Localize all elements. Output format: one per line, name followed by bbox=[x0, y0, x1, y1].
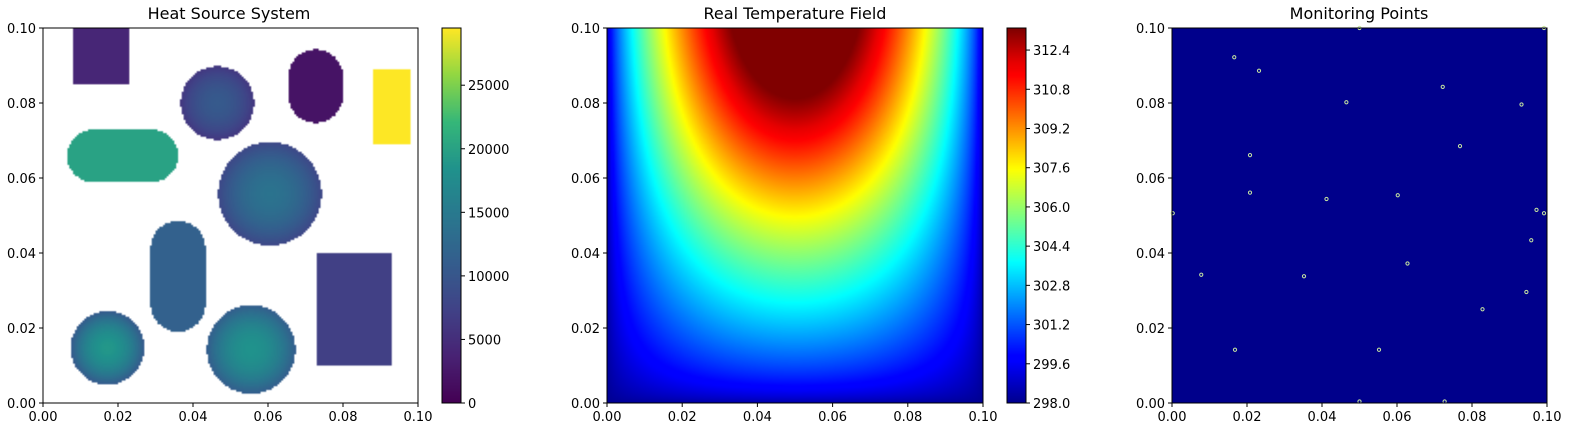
temperature-colorbar-frame bbox=[1006, 27, 1027, 404]
monitoring-point bbox=[1524, 289, 1529, 295]
x-tick-label: 0.08 bbox=[893, 410, 922, 425]
x-tick-label: 0.04 bbox=[743, 410, 772, 425]
y-tick-label: 0.04 bbox=[1136, 247, 1165, 262]
y-tick-label: 0.02 bbox=[7, 322, 36, 337]
monitoring-point bbox=[1529, 238, 1534, 243]
x-tick-label: 0.08 bbox=[329, 410, 358, 425]
heat-source-ticks: 0.00 0.02 0.04 0.06 0.08 0.10 0.00 0.02 0.04 0.06… bbox=[7, 22, 432, 425]
colorbar-tick-label: 310.8 bbox=[1033, 83, 1070, 98]
monitoring-point bbox=[1480, 307, 1485, 312]
monitoring-background bbox=[1172, 28, 1547, 403]
colorbar-tick-label: 301.2 bbox=[1033, 319, 1070, 334]
y-tick-label: 0.02 bbox=[1136, 322, 1165, 337]
colorbar-tick-label: 312.4 bbox=[1033, 44, 1070, 59]
x-tick-label: 0.04 bbox=[1308, 410, 1337, 425]
y-tick-label: 0.04 bbox=[571, 247, 600, 262]
monitoring-point bbox=[1519, 102, 1524, 107]
temperature-axes-frame bbox=[606, 27, 984, 404]
x-tick-label: 0.06 bbox=[1383, 410, 1412, 425]
monitoring-point bbox=[1405, 261, 1410, 266]
colorbar-tick-label: 304.4 bbox=[1033, 240, 1070, 255]
x-tick-label: 0.00 bbox=[1158, 410, 1187, 425]
temperature-colorbar bbox=[1007, 28, 1026, 403]
x-tick-label: 0.02 bbox=[104, 410, 133, 425]
colorbar-tick-label: 20000 bbox=[468, 143, 509, 158]
monitoring-axes-frame bbox=[1171, 27, 1548, 404]
heat-source-colorbar-frame bbox=[441, 27, 462, 404]
y-tick-label: 0.00 bbox=[571, 397, 600, 412]
heat-source-panel: Heat Source System 0.00 0.02 0.04 0.06 0.08 0… bbox=[7, 4, 509, 425]
monitoring-point bbox=[1324, 196, 1329, 202]
temperature-colorbar-ticks: 298.0 299.6 301.2 302.8 304.4 306.0 307.6 309.2… bbox=[1026, 44, 1070, 412]
monitoring-point bbox=[1534, 207, 1539, 212]
y-tick-label: 0.10 bbox=[7, 22, 36, 37]
x-tick-label: 0.00 bbox=[29, 410, 58, 425]
y-tick-label: 0.00 bbox=[1136, 397, 1165, 412]
monitoring-point bbox=[1232, 347, 1238, 352]
y-tick-label: 0.02 bbox=[571, 322, 600, 337]
y-tick-label: 0.06 bbox=[571, 172, 600, 187]
monitoring-panel: Monitoring Points 0.00 0.02 0.04 0.06 0.08 0.… bbox=[1136, 4, 1561, 425]
colorbar-tick-label: 306.0 bbox=[1033, 201, 1070, 216]
y-tick-label: 0.06 bbox=[1136, 172, 1165, 187]
colorbar-tick-label: 299.6 bbox=[1033, 358, 1070, 373]
monitoring-point bbox=[1376, 347, 1382, 352]
heat-source-title: Heat Source System bbox=[148, 4, 311, 23]
monitoring-point bbox=[1247, 190, 1253, 195]
monitoring-point bbox=[1541, 211, 1547, 216]
x-tick-label: 0.10 bbox=[404, 410, 433, 425]
heat-source-colorbar bbox=[442, 28, 461, 403]
x-tick-label: 0.02 bbox=[668, 410, 697, 425]
monitoring-point bbox=[1395, 193, 1400, 198]
monitoring-point bbox=[1256, 68, 1262, 73]
colorbar-tick-label: 0 bbox=[468, 397, 476, 412]
heat-source-image bbox=[43, 28, 418, 403]
x-tick-label: 0.04 bbox=[179, 410, 208, 425]
y-tick-label: 0.10 bbox=[571, 22, 600, 37]
x-tick-label: 0.10 bbox=[1533, 410, 1562, 425]
heat-source-colorbar-ticks: 0 5000 10000 15000 20000 25000 bbox=[461, 79, 509, 412]
x-tick-label: 0.02 bbox=[1233, 410, 1262, 425]
monitoring-point bbox=[1247, 153, 1253, 158]
colorbar-tick-label: 307.6 bbox=[1033, 162, 1070, 177]
monitoring-point bbox=[1199, 272, 1204, 277]
x-tick-label: 0.08 bbox=[1458, 410, 1487, 425]
monitoring-points bbox=[1170, 25, 1547, 404]
y-tick-label: 0.10 bbox=[1136, 22, 1165, 37]
x-tick-label: 0.06 bbox=[818, 410, 847, 425]
monitoring-point bbox=[1170, 211, 1175, 216]
colorbar-tick-label: 302.8 bbox=[1033, 279, 1070, 294]
heat-source-axes-frame bbox=[42, 27, 419, 404]
monitoring-title: Monitoring Points bbox=[1290, 4, 1429, 23]
temperature-image bbox=[607, 28, 983, 403]
y-tick-label: 0.00 bbox=[7, 397, 36, 412]
y-tick-label: 0.08 bbox=[7, 97, 36, 112]
colorbar-tick-label: 25000 bbox=[468, 79, 509, 94]
monitoring-point bbox=[1344, 100, 1349, 105]
monitoring-point bbox=[1301, 274, 1307, 279]
colorbar-tick-label: 309.2 bbox=[1033, 122, 1070, 137]
colorbar-tick-label: 15000 bbox=[468, 206, 509, 221]
temperature-ticks: 0.00 0.02 0.04 0.06 0.08 0.10 0.00 0.02 0.04 0.06… bbox=[571, 22, 997, 425]
y-tick-label: 0.04 bbox=[7, 247, 36, 262]
monitoring-point bbox=[1440, 84, 1445, 89]
x-tick-label: 0.00 bbox=[593, 410, 622, 425]
colorbar-tick-label: 298.0 bbox=[1033, 397, 1070, 412]
y-tick-label: 0.08 bbox=[571, 97, 600, 112]
temperature-title: Real Temperature Field bbox=[704, 4, 887, 23]
colorbar-tick-label: 5000 bbox=[468, 333, 501, 348]
y-tick-label: 0.08 bbox=[1136, 97, 1165, 112]
colorbar-tick-label: 10000 bbox=[468, 270, 509, 285]
monitoring-ticks: 0.00 0.02 0.04 0.06 0.08 0.10 0.00 0.02 0.04 0.06… bbox=[1136, 22, 1561, 425]
x-tick-label: 0.10 bbox=[969, 410, 998, 425]
monitoring-point bbox=[1457, 144, 1463, 149]
temperature-panel: Real Temperature Field 0.00 0.02 0.04 0.06 0… bbox=[571, 4, 1070, 425]
monitoring-point bbox=[1232, 55, 1237, 60]
x-tick-label: 0.06 bbox=[254, 410, 283, 425]
y-tick-label: 0.06 bbox=[7, 172, 36, 187]
